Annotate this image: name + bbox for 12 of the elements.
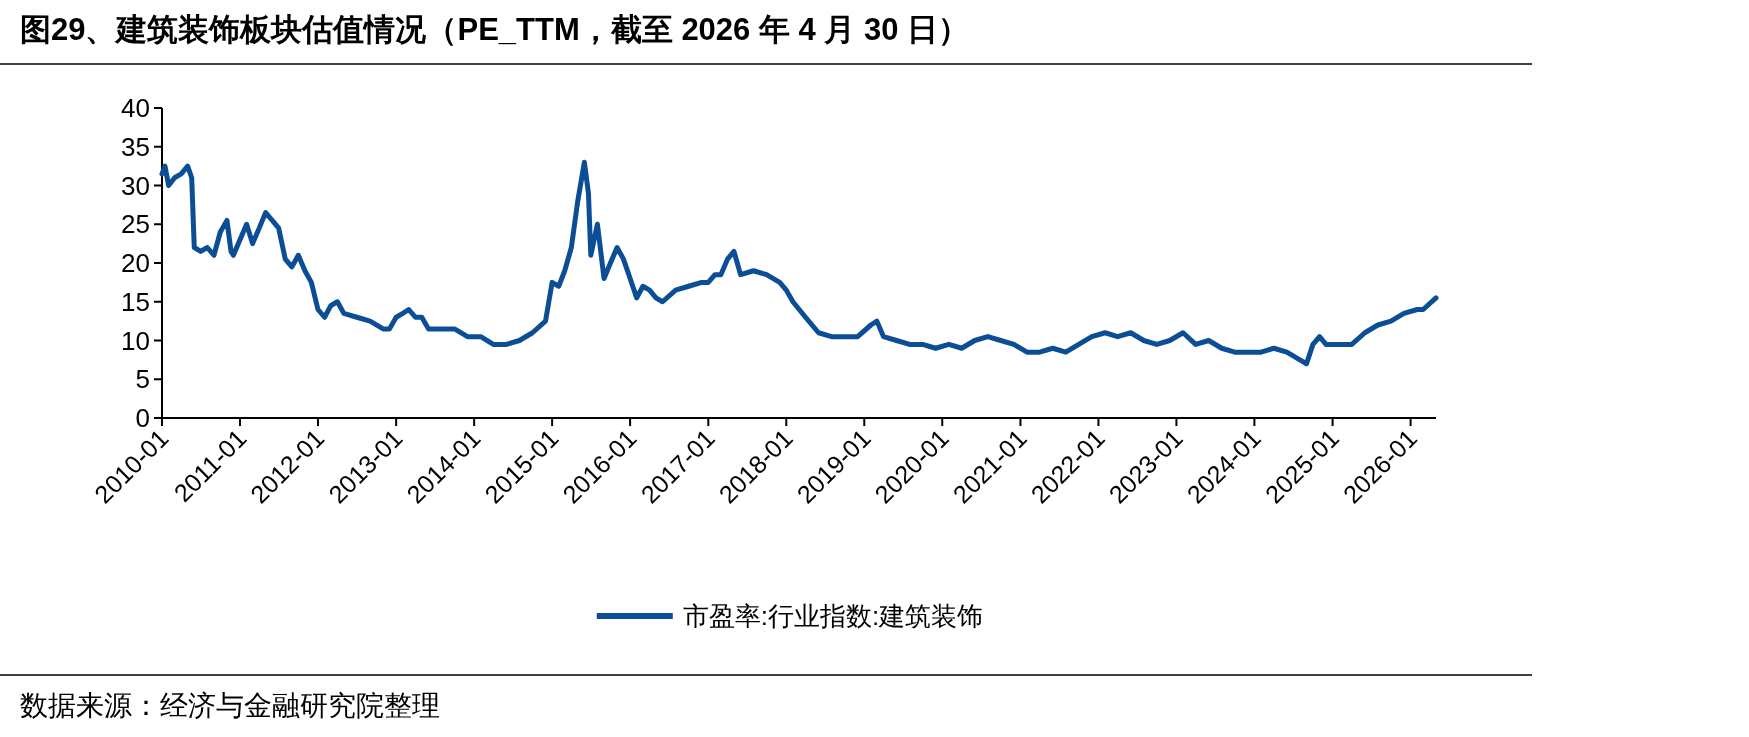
y-tick-label: 20 <box>121 248 150 278</box>
y-tick-label: 0 <box>135 403 150 433</box>
legend-label: 市盈率:行业指数:建筑装饰 <box>682 601 984 631</box>
y-tick-label: 30 <box>121 170 150 201</box>
y-tick-label: 35 <box>121 131 150 162</box>
y-tick-label: 40 <box>121 93 150 123</box>
y-tick-label: 25 <box>121 209 150 240</box>
y-tick-label: 5 <box>135 364 150 395</box>
source-note: 数据来源：经济与金融研究院整理 <box>20 690 440 721</box>
y-tick-label: 10 <box>121 325 150 356</box>
chart-title: 图29、建筑装饰板块估值情况（PE_TTM，截至 2026 年 4 月 30 日） <box>20 12 970 47</box>
y-tick-label: 15 <box>121 286 150 317</box>
